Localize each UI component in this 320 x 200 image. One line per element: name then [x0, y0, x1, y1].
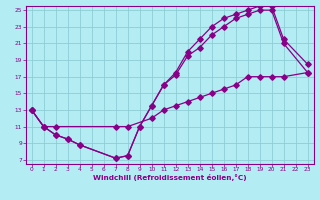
X-axis label: Windchill (Refroidissement éolien,°C): Windchill (Refroidissement éolien,°C)	[93, 174, 246, 181]
